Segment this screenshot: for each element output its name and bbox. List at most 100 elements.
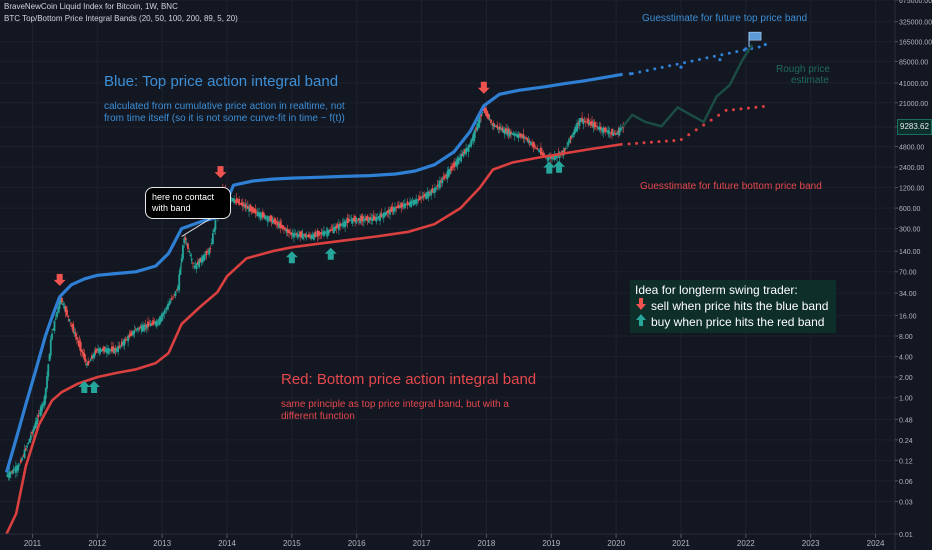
candle-body [291, 233, 294, 236]
candle-body [27, 442, 30, 444]
candle-body [385, 212, 388, 216]
candle-body [419, 196, 421, 200]
y-tick-label: 41000.00 [899, 81, 928, 88]
candle-body [396, 206, 399, 208]
candle-body [254, 208, 257, 214]
blue-band-desc-1: calculated from cumulative price action … [104, 101, 345, 112]
candle-body [591, 120, 593, 127]
candle-body [132, 330, 134, 336]
future-top-dot [718, 58, 722, 62]
candle-body [355, 217, 358, 224]
candle-body [606, 130, 608, 132]
sell-arrow-icon [635, 298, 647, 314]
candle-body [67, 315, 70, 318]
candle-body [114, 348, 117, 351]
candle-body [102, 347, 105, 351]
candle-body [477, 119, 480, 128]
bottom-band-line [5, 142, 623, 535]
candle-body [320, 232, 323, 235]
candle-body [414, 199, 416, 205]
candle-body [546, 156, 549, 159]
candle-body [38, 413, 41, 414]
candle-body [354, 216, 356, 222]
candle-body [17, 464, 20, 470]
candle-body [349, 220, 351, 221]
candle-body [259, 212, 262, 219]
future-bottom-dot [739, 107, 743, 111]
candle-body [390, 206, 393, 213]
candle-body [37, 415, 40, 418]
candle-body [275, 222, 278, 224]
candle-body [609, 132, 612, 134]
candle-body [528, 140, 531, 143]
candle-body [78, 340, 81, 348]
candle-body [332, 226, 335, 234]
candle-body [505, 128, 507, 134]
candle-body [34, 421, 37, 428]
candle-body [159, 316, 162, 323]
candle-body [140, 325, 143, 332]
candle-body [240, 202, 243, 206]
future-top-dot [742, 48, 746, 52]
candle-body [153, 321, 156, 324]
candle-body [192, 262, 194, 264]
candle-body [438, 180, 441, 189]
candle-body [492, 123, 495, 127]
y-tick-label: 1200.00 [899, 186, 924, 193]
future-bottom-dot [679, 138, 683, 142]
candle-body [331, 228, 334, 230]
y-tick-label: 0.12 [899, 458, 913, 465]
candle-body [13, 469, 16, 471]
candle-body [327, 230, 330, 234]
candle-body [313, 233, 315, 240]
candle-body [204, 254, 207, 256]
candle-body [243, 205, 245, 207]
candle-body [48, 354, 51, 362]
candle-body [594, 125, 597, 127]
candle-body [100, 349, 103, 352]
candle-body [269, 215, 272, 221]
rough-estimate-label-1: Rough price [776, 64, 830, 75]
candle-body [613, 133, 616, 135]
candle-body [526, 137, 529, 141]
candle-body [425, 192, 428, 199]
candle-body [387, 209, 390, 213]
candle-body [579, 118, 582, 122]
candle-body [405, 204, 408, 206]
candle-body [566, 145, 569, 147]
candle-body [516, 134, 519, 138]
x-tick-label: 2023 [802, 539, 820, 548]
future-bottom-dot [732, 108, 736, 112]
buy-arrow-icon [285, 251, 298, 264]
candle-body [521, 136, 524, 138]
candle-body [451, 166, 454, 169]
candle-body [103, 346, 106, 352]
future-bottom-dot [724, 108, 728, 112]
candle-body [472, 133, 475, 142]
candle-body [308, 233, 310, 238]
candle-body [213, 229, 216, 233]
candle-body [379, 214, 381, 221]
candle-body [401, 203, 404, 207]
candle-body [437, 184, 440, 186]
candle-body [380, 212, 383, 218]
rough-estimate-label-2: estimate [791, 75, 829, 86]
price-candles [6, 103, 625, 481]
candle-body [42, 402, 45, 404]
candle-body [561, 150, 564, 154]
sell-arrow-icon [477, 81, 490, 94]
candle-body [441, 178, 444, 184]
candle-body [177, 286, 179, 291]
candle-body [345, 221, 348, 223]
x-tick-label: 2015 [283, 539, 301, 548]
candle-body [602, 128, 605, 134]
candle-body [145, 324, 148, 329]
x-tick-label: 2016 [348, 539, 366, 548]
candle-body [493, 125, 496, 127]
candle-body [73, 331, 76, 334]
x-tick-label: 2022 [737, 539, 755, 548]
candle-body [46, 376, 48, 389]
candle-body [143, 324, 146, 331]
future-top-dot [653, 67, 657, 71]
idea-sell-text: sell when price hits the blue band [651, 298, 829, 313]
